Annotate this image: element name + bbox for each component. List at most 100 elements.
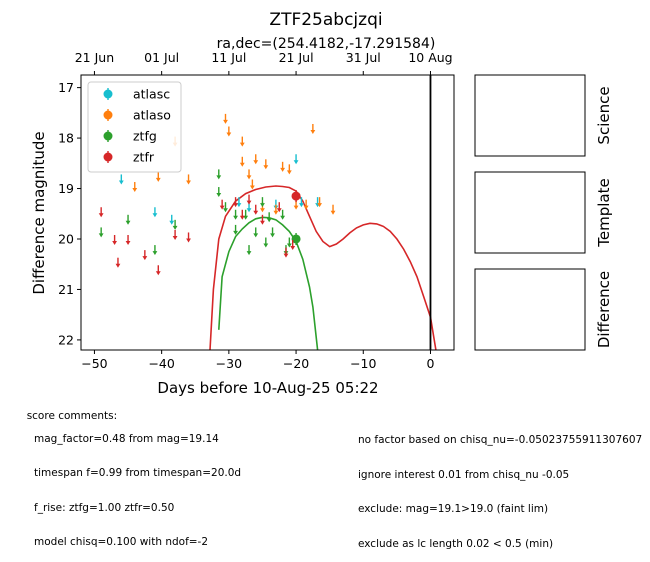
upper-limit-arrowhead: [317, 203, 322, 208]
x-tick-label: −40: [148, 356, 174, 371]
upper-limit-marker-atlasc: [293, 154, 299, 165]
upper-limit-arrowhead: [216, 193, 222, 198]
score-comments-right: no factor based on chisq_nu=-0.050237559…: [358, 412, 642, 562]
upper-limit-arrowhead: [280, 167, 286, 172]
upper-limit-marker-atlaso: [330, 204, 336, 215]
cutout-panel-label: Template: [595, 178, 613, 247]
x-tick-label: −10: [350, 356, 376, 371]
upper-limit-marker-ztfg: [286, 237, 292, 248]
upper-limit-marker-atlaso: [253, 154, 259, 165]
upper-limit-arrowhead: [155, 271, 161, 276]
x-tick-label: −30: [216, 356, 242, 371]
upper-limit-marker-ztfr: [290, 240, 296, 251]
y-tick-label: 19: [58, 181, 74, 196]
legend: atlasc atlaso ztfg ztfr: [87, 81, 182, 173]
upper-limit-marker-ztfg: [125, 214, 131, 225]
upper-limit-marker-ztfg: [280, 209, 286, 220]
upper-limit-marker-atlaso: [273, 204, 279, 215]
model-curve-ztfr: [209, 185, 437, 350]
comment-line: f_rise: ztfg=1.00 ztfr=0.50: [34, 501, 175, 514]
upper-limit-arrowhead: [253, 233, 259, 238]
upper-limit-marker-atlaso: [303, 199, 309, 210]
upper-limit-arrowhead: [233, 203, 238, 208]
upper-limit-arrowhead: [260, 203, 265, 208]
upper-limit-marker-atlasc: [152, 207, 158, 218]
score-comments-heading: score comments:: [26, 409, 118, 422]
upper-limit-marker-atlaso: [239, 156, 245, 167]
upper-limit-arrowhead: [246, 208, 252, 213]
upper-limit-arrowhead: [243, 215, 249, 220]
detection-point-ztfr: [291, 190, 301, 203]
legend-entry-ztfr: ztfr: [103, 150, 155, 165]
upper-limit-arrowhead: [246, 251, 252, 256]
comment-line: no factor based on chisq_nu=-0.050237559…: [358, 434, 643, 446]
upper-limit-arrowhead: [303, 205, 309, 210]
upper-limit-arrowhead: [246, 175, 252, 180]
upper-limit-arrowhead: [219, 205, 225, 210]
upper-limit-arrowhead: [125, 240, 131, 245]
upper-limit-marker-atlaso: [239, 136, 245, 147]
upper-limit-marker-ztfg: [216, 169, 222, 180]
score-comments-left: score comments: mag_factor=0.48 from mag…: [20, 399, 241, 560]
detection-point-ztfg: [291, 232, 301, 245]
upper-limit-marker-ztfg: [233, 209, 238, 220]
comment-line: exclude as lc length 0.02 < 0.5 (min): [358, 537, 554, 550]
upper-limit-arrowhead: [263, 165, 269, 170]
upper-limit-marker-ztfr: [98, 207, 104, 218]
upper-limit-marker-ztfr: [219, 199, 225, 210]
legend-label: atlaso: [133, 108, 171, 123]
top-date-tick-label: 21 Jul: [279, 50, 314, 65]
upper-limit-marker-ztfg: [260, 197, 265, 208]
upper-limit-arrowhead: [216, 175, 222, 180]
upper-limit-marker-ztfr: [112, 234, 118, 245]
upper-limit-arrowhead: [172, 235, 178, 240]
cutout-panel-science: [474, 74, 586, 157]
upper-limit-marker-ztfg: [246, 245, 252, 256]
upper-limit-marker-ztfg: [152, 245, 158, 256]
upper-limit-arrowhead: [186, 238, 191, 243]
upper-limit-marker-ztfg: [216, 187, 222, 198]
top-date-tick-label: 10 Aug: [408, 50, 452, 65]
x-tick-label: 0: [427, 356, 435, 371]
top-date-tick-label: 01 Jul: [144, 50, 179, 65]
comment-line: ignore interest 0.01 from chisq_nu -0.05: [358, 468, 570, 481]
lightcurve-plot: −50 −40 −30 −20 −10 0 17 18 19 20 21 22 21 Jun 01 Jul…: [58, 50, 455, 371]
upper-limit-arrowhead: [253, 210, 259, 215]
plot-frame: [80, 74, 455, 351]
upper-limit-marker-ztfg: [263, 237, 269, 248]
upper-limit-marker-atlaso: [317, 197, 322, 208]
upper-limit-arrowhead: [286, 170, 292, 175]
upper-limit-arrowhead: [276, 208, 282, 213]
upper-limit-marker-ztfr: [172, 229, 178, 240]
cutout-panel-template: [474, 171, 586, 254]
cutout-panels: Science Template Difference: [474, 74, 613, 351]
upper-limit-marker-atlasc: [169, 214, 175, 225]
upper-limit-arrowhead: [125, 220, 131, 225]
upper-limit-arrowhead: [172, 225, 178, 230]
upper-limit-marker-ztfr: [260, 214, 265, 225]
comment-line: mag_factor=0.48 from mag=19.14: [34, 432, 219, 445]
upper-limit-arrowhead: [132, 188, 138, 193]
upper-limit-arrowhead: [239, 162, 245, 167]
plot-area: [98, 75, 437, 350]
upper-limit-arrowhead: [169, 220, 175, 225]
upper-limit-marker-atlaso: [249, 179, 255, 190]
legend-box: [87, 81, 182, 173]
upper-limit-marker-ztfr: [276, 202, 282, 213]
upper-limit-marker-ztfg: [253, 227, 259, 238]
upper-limit-arrowhead: [223, 119, 228, 124]
upper-limit-arrowhead: [286, 243, 292, 248]
comment-line: exclude: mag=19.1>19.0 (faint lim): [358, 503, 549, 515]
upper-limit-arrowhead: [260, 208, 265, 213]
legend-entry-atlaso: atlaso: [103, 108, 171, 123]
lightcurve-figure: ZTF25abcjzqi ra,dec=(254.4182,-17.291584…: [30, 10, 613, 397]
upper-limit-marker-ztfg: [266, 212, 272, 223]
upper-limit-marker-atlaso: [246, 169, 252, 180]
upper-limit-marker-ztfg: [270, 227, 275, 238]
upper-limit-arrowhead: [290, 246, 296, 251]
upper-limit-arrowhead: [226, 132, 232, 137]
upper-limit-marker-atlasc: [118, 174, 124, 185]
model-curve-ztfg: [218, 216, 319, 350]
legend-marker: [103, 152, 113, 162]
legend-label: atlasc: [133, 87, 170, 102]
